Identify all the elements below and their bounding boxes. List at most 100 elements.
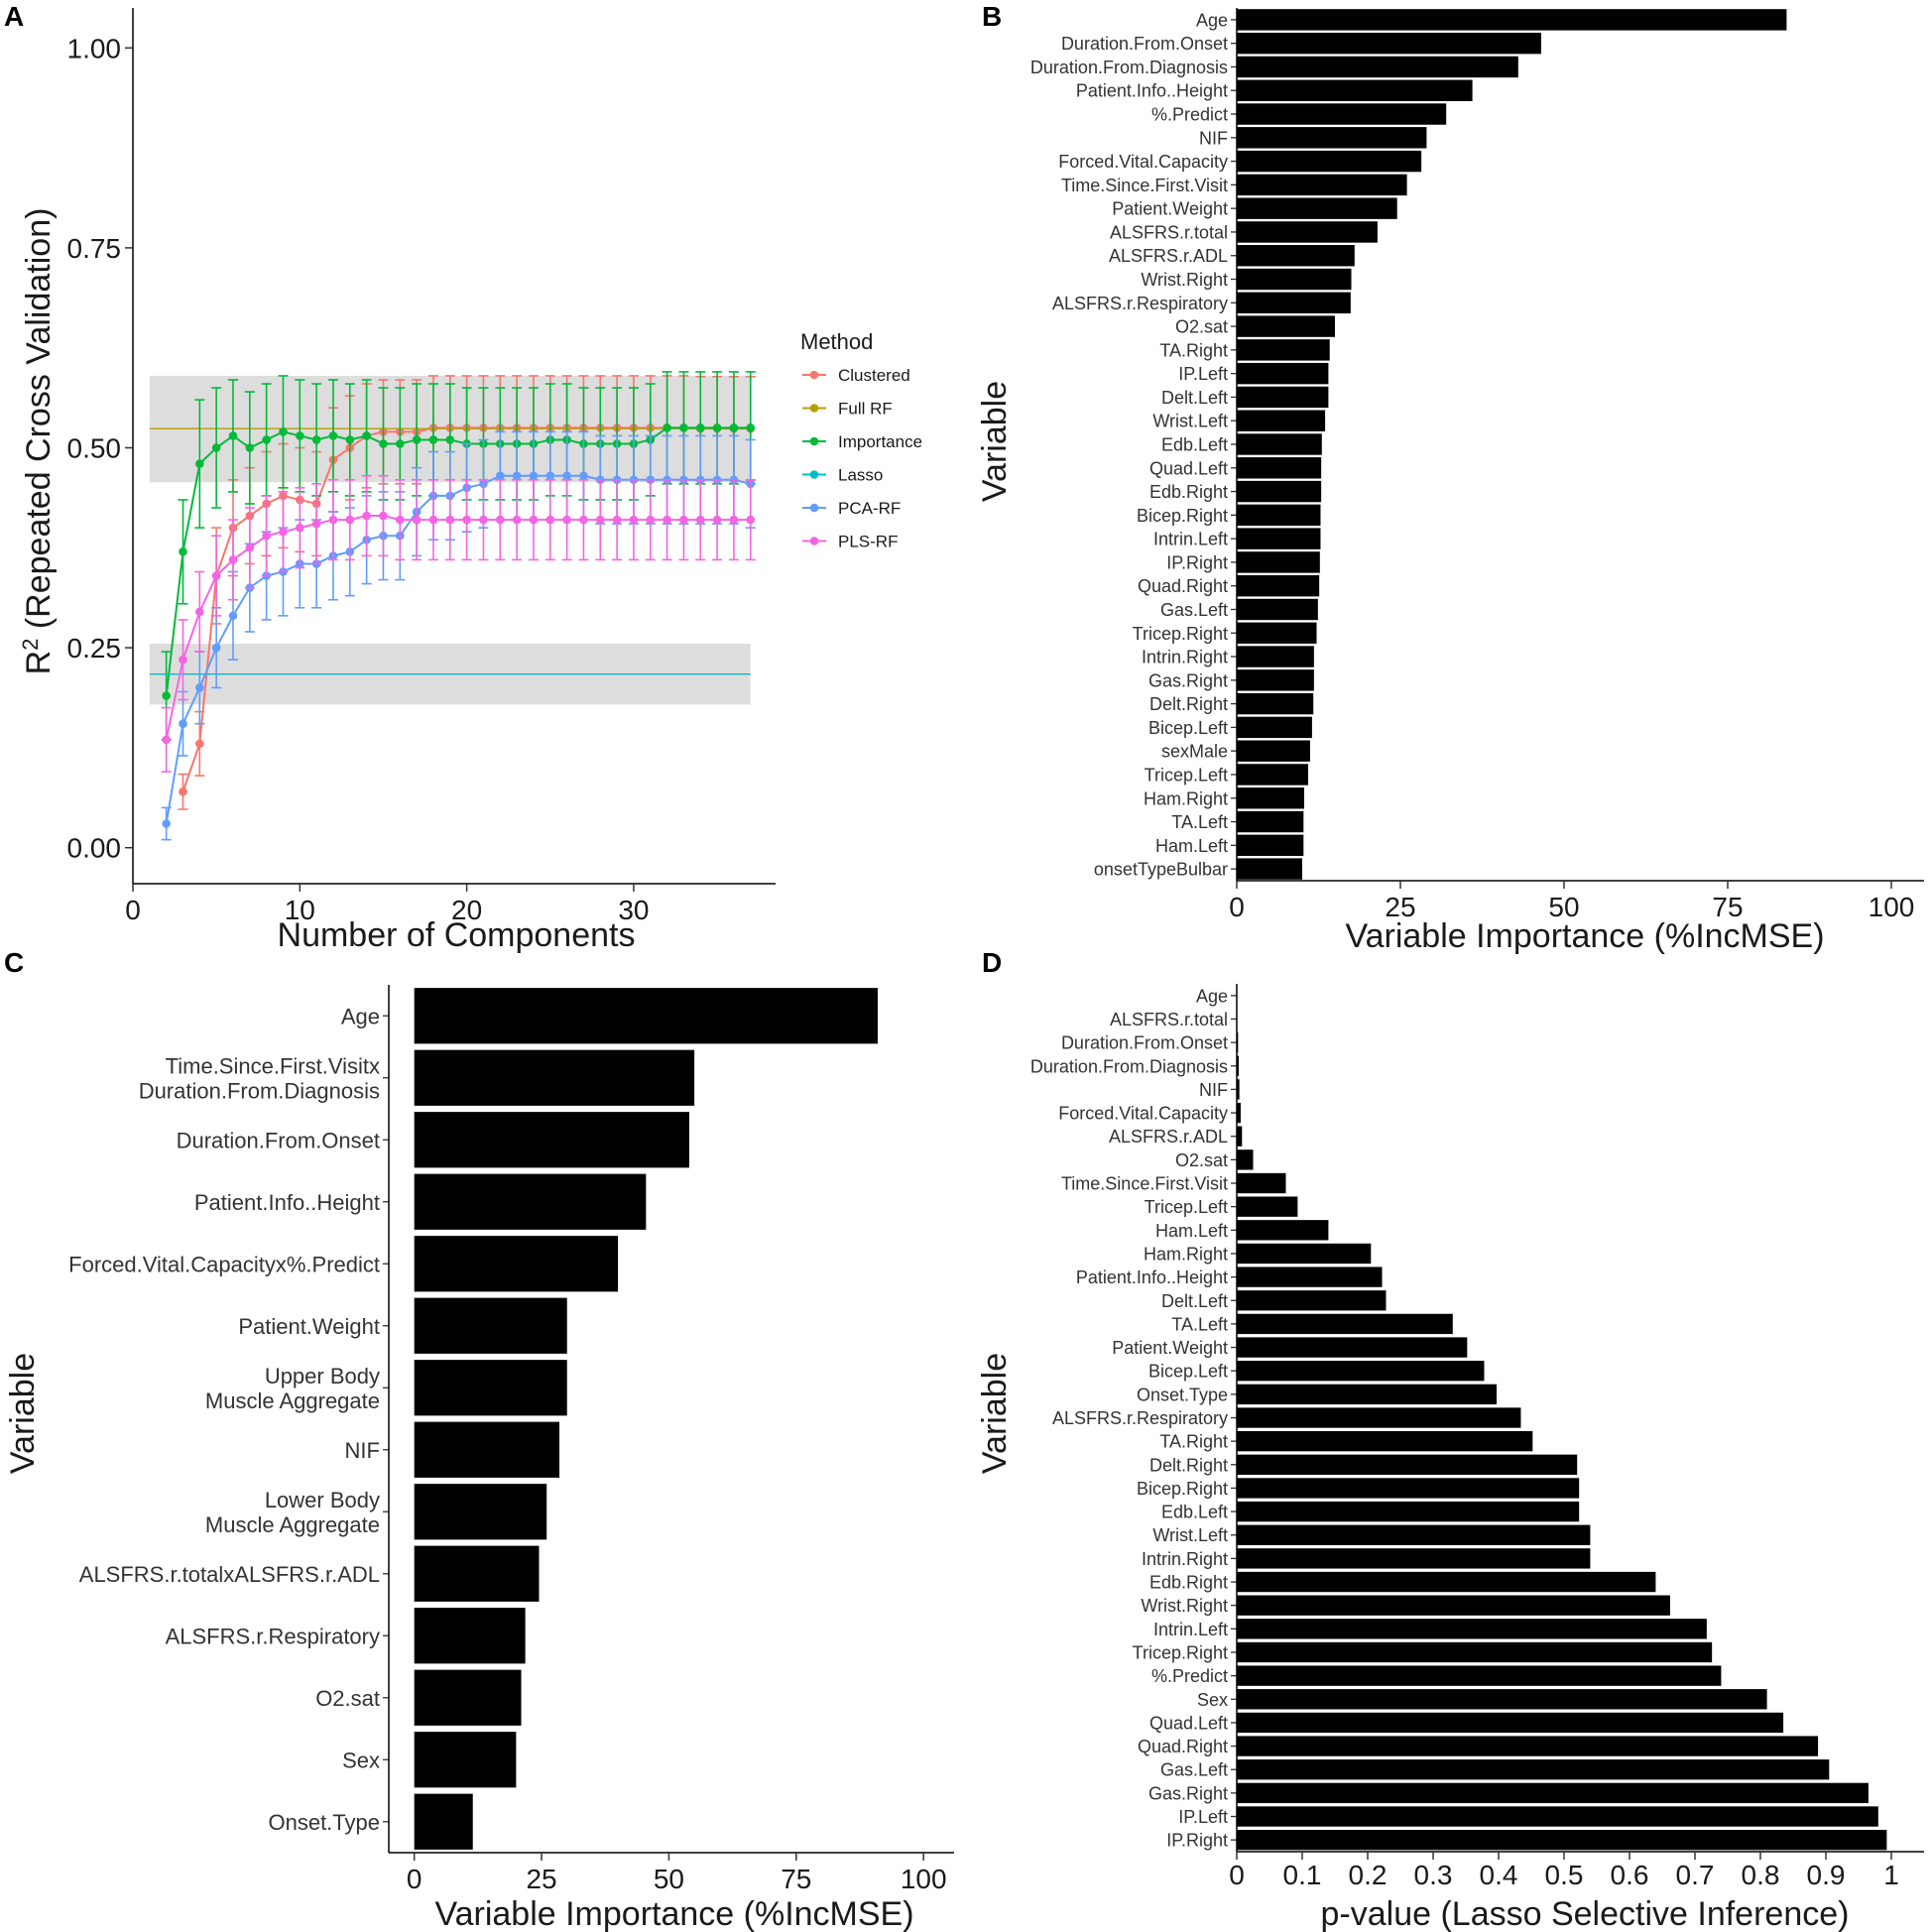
- bar-ham-right: [1237, 1243, 1372, 1265]
- point-pls-rf: [362, 511, 371, 521]
- bar-ip-right: [1237, 1830, 1887, 1851]
- category-label-onset-type: Onset.Type: [268, 1810, 380, 1835]
- panel-d-x-axis-title: p-value (Lasso Selective Inference): [1321, 1895, 1850, 1932]
- category-label-time-since-first-visitx-duration-from-diagnosis: Duration.From.Diagnosis: [139, 1078, 380, 1103]
- category-label-alsfrs-r-respiratory: ALSFRS.r.Respiratory: [1052, 294, 1228, 313]
- bar-ta-left: [1237, 810, 1304, 833]
- bar-ta-right: [1237, 339, 1330, 361]
- category-label-age: Age: [341, 1004, 380, 1028]
- category-label-ip-right: IP.Right: [1166, 552, 1228, 572]
- category-label-ta-left: TA.Left: [1171, 812, 1228, 832]
- bar-lower-body-muscle-aggregate: [414, 1484, 547, 1540]
- category-label-patient-weight: Patient.Weight: [1112, 199, 1228, 219]
- category-label-onsettypebulbar: onsetTypeBulbar: [1094, 860, 1228, 880]
- panel-a-y-tick-label: 0.25: [67, 633, 122, 664]
- category-label-ham-left: Ham.Left: [1155, 1221, 1228, 1241]
- category-label-gas-left: Gas.Left: [1160, 600, 1228, 620]
- category-label-ham-right: Ham.Right: [1144, 1244, 1228, 1264]
- category-label-ta-left: TA.Left: [1171, 1314, 1228, 1334]
- category-label-delt-right: Delt.Right: [1149, 1455, 1228, 1475]
- category-label-bicep-right: Bicep.Right: [1137, 506, 1228, 526]
- point-pca-rf: [195, 683, 204, 692]
- point-pls-rf: [529, 515, 539, 525]
- category-label-wrist-right: Wrist.Right: [1141, 270, 1228, 290]
- bar-onset-type: [414, 1793, 473, 1850]
- legend-label: PLS-RF: [838, 533, 898, 551]
- category-label-intrin-left: Intrin.Left: [1153, 530, 1228, 549]
- d-x-tick-label: 0.4: [1480, 1860, 1518, 1890]
- point-importance: [296, 431, 304, 440]
- category-label-predict: %.Predict: [1151, 105, 1228, 125]
- d-x-tick-label: 0.7: [1676, 1860, 1715, 1890]
- bar-wrist-left: [1237, 410, 1326, 431]
- category-label-forced-vital-capacity: Forced.Vital.Capacity: [1058, 1104, 1228, 1124]
- category-label-patient-weight: Patient.Weight: [1112, 1338, 1228, 1358]
- category-label-gas-right: Gas.Right: [1148, 670, 1228, 690]
- legend-label: Importance: [838, 432, 922, 451]
- point-importance: [395, 439, 405, 448]
- point-pls-rf: [729, 515, 739, 525]
- point-pls-rf: [512, 515, 522, 525]
- category-label-onset-type: Onset.Type: [1137, 1385, 1228, 1404]
- category-label-o2-sat: O2.sat: [1175, 1150, 1228, 1170]
- point-importance: [279, 427, 288, 436]
- d-x-tick-label: 0.9: [1807, 1860, 1846, 1890]
- legend-item-importance: Importance: [802, 432, 922, 451]
- category-label-wrist-right: Wrist.Right: [1141, 1596, 1228, 1616]
- bar-patient-info-height: [1237, 1267, 1383, 1287]
- bar-gas-left: [1237, 598, 1318, 621]
- legend-item-pca-rf: PCA-RF: [802, 499, 901, 518]
- c-x-tick-label: 75: [781, 1864, 811, 1894]
- point-pls-rf: [162, 735, 171, 745]
- category-label-delt-left: Delt.Left: [1161, 1291, 1228, 1311]
- category-label-intrin-right: Intrin.Right: [1142, 1549, 1228, 1569]
- bar-gas-right: [1237, 669, 1314, 691]
- panel-a-x-tick-label: 20: [451, 895, 482, 925]
- point-importance: [379, 439, 388, 448]
- bar-ta-left: [1237, 1313, 1453, 1335]
- category-label-nif: NIF: [1199, 128, 1228, 148]
- category-label-alsfrs-r-totalxalsfrs-r-adl: ALSFRS.r.totalxALSFRS.r.ADL: [79, 1562, 380, 1587]
- bar-alsfrs-r-respiratory: [1237, 1407, 1521, 1428]
- bar-upper-body-muscle-aggregate: [414, 1360, 567, 1416]
- point-importance: [729, 423, 739, 432]
- bar-time-since-first-visit: [1237, 174, 1407, 196]
- bar-alsfrs-r-total: [1237, 221, 1378, 243]
- point-pls-rf: [629, 515, 639, 525]
- point-pls-rf: [595, 515, 605, 525]
- point-pca-rf: [562, 471, 571, 481]
- point-pca-rf: [512, 471, 522, 481]
- bar-gas-left: [1237, 1759, 1830, 1780]
- bar-alsfrs-r-respiratory: [414, 1608, 526, 1664]
- bar-alsfrs-r-adl: [1237, 1126, 1243, 1147]
- category-label-predict: %.Predict: [1151, 1666, 1228, 1686]
- panel-a-y-tick-label: 1.00: [67, 33, 122, 63]
- category-label-duration-from-onset: Duration.From.Onset: [1061, 34, 1228, 54]
- bar-ham-left: [1237, 834, 1304, 857]
- category-label-ham-right: Ham.Right: [1144, 788, 1228, 808]
- bar-intrin-left: [1237, 1619, 1707, 1639]
- b-x-tick-label: 50: [1548, 892, 1579, 922]
- point-importance: [345, 435, 355, 444]
- bar-time-since-first-visitx-duration-from-diagnosis: [414, 1049, 695, 1106]
- point-pls-rf: [646, 515, 656, 525]
- bar-predict: [1237, 1665, 1722, 1686]
- bar-age: [414, 988, 878, 1044]
- category-label-tricep-left: Tricep.Left: [1145, 765, 1228, 785]
- category-label-patient-info-height: Patient.Info..Height: [1076, 1268, 1228, 1287]
- point-importance: [746, 423, 756, 432]
- point-pls-rf: [395, 515, 405, 525]
- category-label-duration-from-diagnosis: Duration.From.Diagnosis: [1030, 1056, 1228, 1076]
- bar-quad-left: [1237, 457, 1322, 479]
- category-label-duration-from-onset: Duration.From.Onset: [177, 1128, 380, 1152]
- d-x-tick-label: 0.8: [1742, 1860, 1780, 1890]
- category-label-alsfrs-r-total: ALSFRS.r.total: [1110, 222, 1228, 242]
- line-pls-rf: [165, 515, 751, 741]
- d-x-tick-label: 0.3: [1414, 1860, 1453, 1890]
- bar-patient-weight: [1237, 197, 1397, 219]
- category-label-age: Age: [1196, 10, 1228, 30]
- series-pls-rf: [161, 474, 756, 773]
- bar-o2-sat: [1237, 1149, 1254, 1170]
- bar-patient-info-height: [414, 1173, 647, 1230]
